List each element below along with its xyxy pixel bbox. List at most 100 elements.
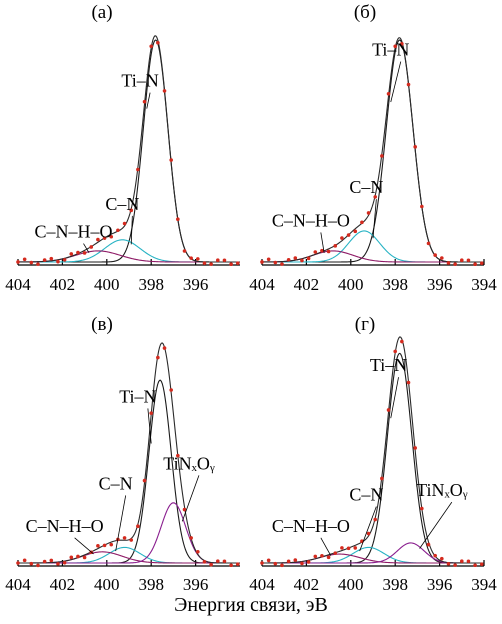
x-tick-label: 398 [138, 575, 164, 594]
data-point [89, 245, 94, 249]
data-point [413, 145, 417, 149]
x-tick-label: 394 [471, 275, 497, 294]
data-point [340, 236, 344, 240]
annotation-leader [419, 501, 453, 549]
data-point [380, 154, 384, 158]
data-point [479, 261, 484, 265]
data-point [122, 221, 127, 226]
data-point [102, 543, 107, 548]
data-point [69, 252, 74, 256]
data-point [136, 524, 140, 529]
annotation-c-n-h-o: C–N–H–O [272, 210, 350, 230]
data-point [229, 563, 233, 568]
data-point [393, 44, 398, 49]
data-point [156, 40, 160, 45]
x-tick-label: 404 [249, 575, 275, 594]
data-point [142, 478, 147, 483]
data-point [320, 553, 324, 558]
annotation-leader [74, 537, 94, 555]
annotation-leader [130, 215, 133, 245]
x-tick-label: 396 [427, 575, 453, 594]
data-point [189, 256, 193, 260]
data-point [286, 559, 291, 564]
data-point [346, 233, 351, 237]
x-tick-label: 404 [5, 275, 31, 294]
data-point [235, 261, 240, 265]
panel-label: (в) [91, 314, 113, 335]
data-point [353, 229, 358, 234]
data-point [82, 555, 87, 560]
data-point [169, 388, 173, 392]
x-tick-label: 400 [338, 575, 364, 594]
envelope-curve [262, 37, 484, 263]
x-tick-label: 400 [338, 275, 364, 294]
annotation-c-n-h-o: C–N–H–O [34, 222, 112, 242]
data-point [266, 257, 271, 262]
annotation-leader [83, 243, 90, 253]
data-point [129, 538, 134, 542]
x-tick-label: 398 [138, 275, 164, 294]
annotation-tin-o: TiNₓOᵧ [416, 480, 468, 501]
annotation-c-n-h-o: C–N–H–O [272, 516, 350, 536]
panel-2: (б) 404 402 400 398 396 394 Ti–N C–N C–N–H–O [249, 2, 497, 294]
data-point [380, 476, 384, 481]
data-point [440, 556, 444, 561]
data-point [222, 258, 227, 263]
data-point [229, 262, 233, 267]
annotation-ti-n: Ti–N [121, 71, 158, 91]
data-point [360, 220, 364, 225]
data-point [326, 249, 331, 254]
data-point [196, 549, 200, 554]
x-tick-label: 398 [382, 275, 408, 294]
annotation-c-n: C–N [99, 473, 133, 493]
data-point [209, 562, 213, 567]
panel-1: (а) 404 402 400 398 396 Ti–N C–N C–N–H–O [5, 2, 240, 294]
data-point [16, 561, 20, 565]
envelope-curve [18, 35, 240, 263]
data-point [196, 257, 200, 261]
data-point [373, 195, 378, 199]
data-point [136, 167, 140, 172]
data-point [333, 244, 338, 248]
data-point [182, 249, 187, 253]
data-point [202, 261, 207, 265]
data-point [216, 258, 220, 263]
data-point [473, 262, 477, 267]
envelope-curve [261, 336, 484, 564]
data-point [162, 89, 167, 93]
data-point [280, 563, 284, 568]
annotation-leader [390, 377, 399, 419]
panel-4: (г) 404 402 400 398 396 394 Ti–N C–N C–N–H–O TiNₓO… [249, 314, 497, 594]
data-point [306, 560, 311, 564]
x-tick-label: 396 [183, 275, 209, 294]
annotation-leader [372, 199, 377, 239]
data-point [466, 258, 471, 263]
data-point [293, 558, 298, 562]
annotation-leader [320, 537, 332, 556]
data-point [420, 204, 424, 209]
data-point [266, 558, 271, 563]
data-point [346, 546, 351, 551]
annotation-tin-o: TiNₓOᵧ [163, 453, 215, 474]
data-point [36, 262, 40, 266]
data-point [49, 256, 54, 261]
annotation-leader [320, 232, 325, 254]
data-point [446, 261, 451, 265]
panel-label: (а) [91, 2, 112, 23]
annotation-leader [390, 61, 402, 103]
data-point [82, 251, 87, 255]
data-point [69, 555, 74, 560]
data-point [209, 262, 213, 266]
data-point [122, 536, 127, 540]
data-point [293, 256, 298, 260]
data-point [306, 256, 311, 261]
data-point [22, 257, 27, 262]
x-tick-label: 400 [94, 275, 120, 294]
data-point [366, 531, 371, 536]
data-point [109, 234, 114, 239]
annotation-leader [359, 506, 377, 552]
data-point [96, 544, 100, 548]
data-point [426, 542, 431, 547]
data-point [446, 561, 451, 566]
